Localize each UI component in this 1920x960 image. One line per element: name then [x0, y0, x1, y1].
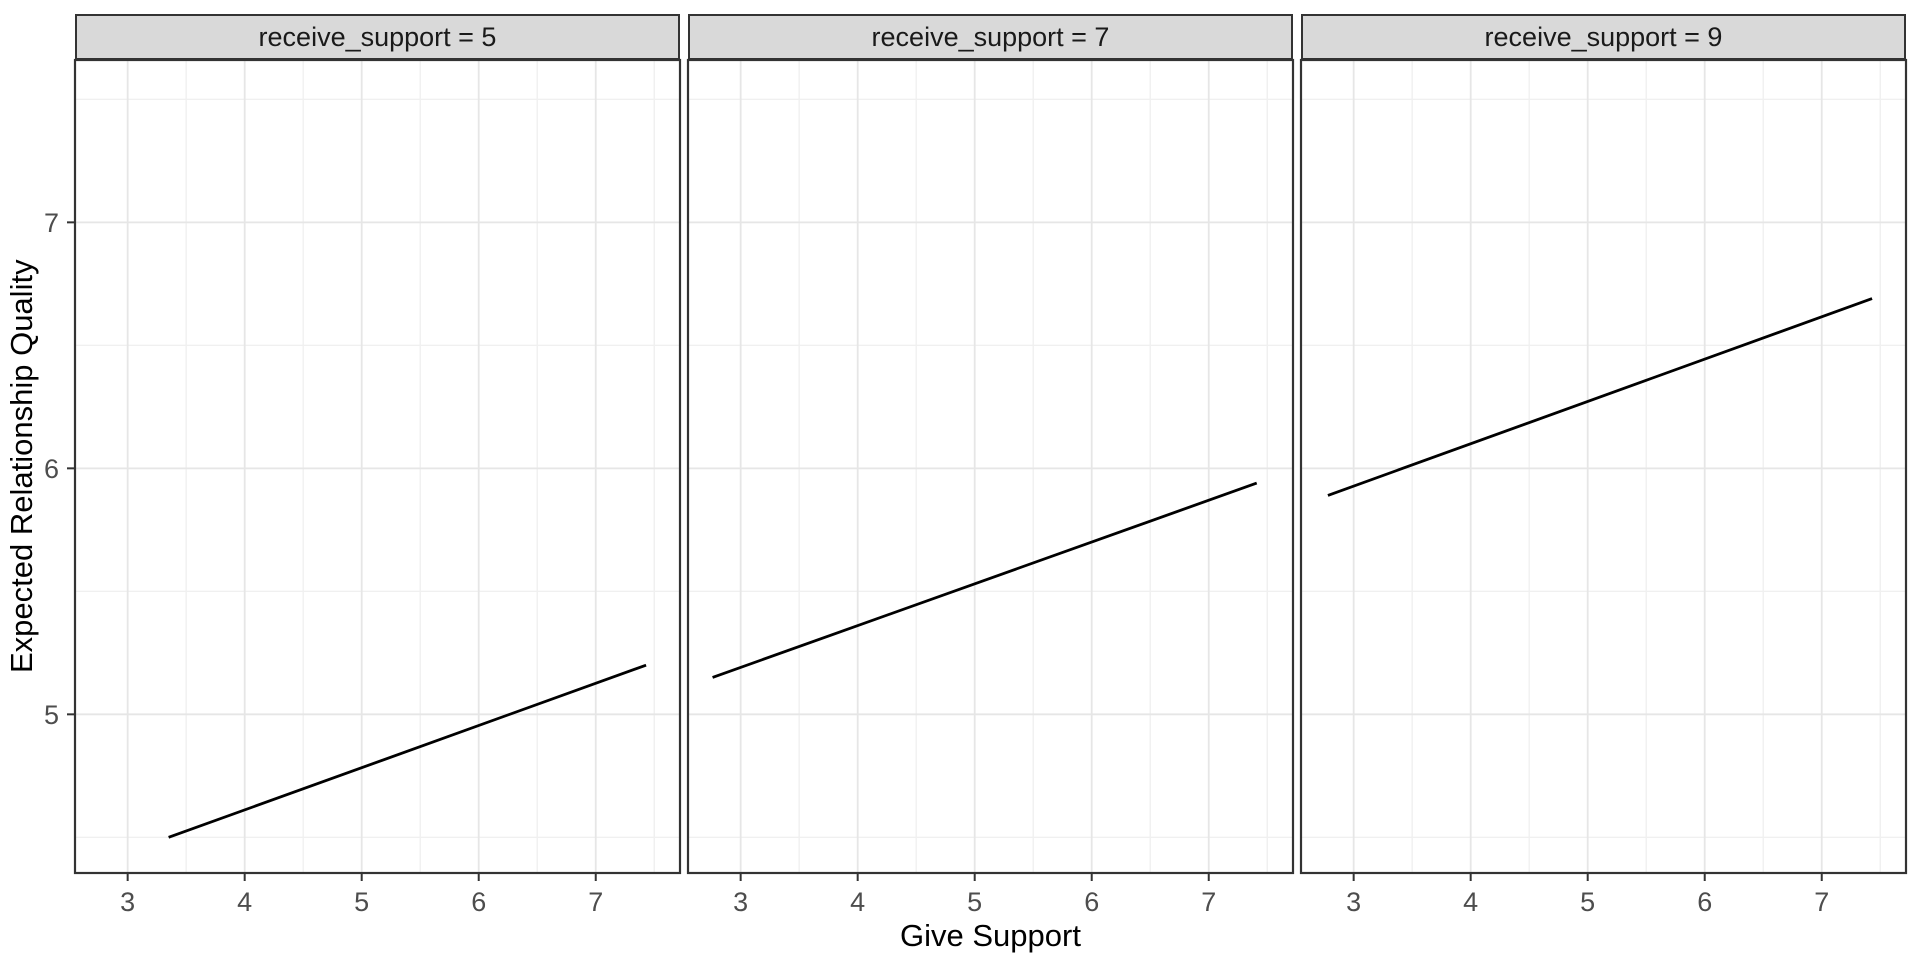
x-tick-label: 4 [237, 887, 252, 917]
panel-border [73, 58, 682, 875]
y-axis-title: Expected Relationship Quality [4, 259, 39, 674]
x-axis-title: Give Support [900, 918, 1081, 953]
regression-line [712, 481, 1258, 679]
x-tick-label: 6 [1697, 887, 1712, 917]
facet-plot-area: 3 4 5 6 7 [1299, 58, 1908, 917]
regression-line [168, 663, 647, 839]
facet-plot-area: 3 4 5 6 7 [686, 58, 1295, 917]
x-tick-label: 5 [1580, 887, 1595, 917]
panel-background [1301, 60, 1906, 873]
x-tick-label: 6 [1084, 887, 1099, 917]
x-tick-label: 6 [471, 887, 486, 917]
x-tick-label: 7 [1201, 887, 1216, 917]
facet-strip: receive_support = 7 [688, 14, 1293, 60]
facet-strip-label: receive_support = 7 [871, 21, 1110, 52]
panel-border [686, 58, 1295, 875]
x-tick-label: 7 [588, 887, 603, 917]
x-tick-label: 3 [1346, 887, 1361, 917]
facet-strip: receive_support = 9 [1301, 14, 1906, 60]
x-tick-label: 7 [1814, 887, 1829, 917]
panel-background [688, 60, 1293, 873]
facet-strip: receive_support = 5 [75, 14, 680, 60]
panel-background [75, 60, 680, 873]
facet-strip-label: receive_support = 9 [1484, 21, 1723, 52]
y-tick-label: 7 [44, 208, 59, 238]
y-tick-label: 5 [44, 700, 59, 730]
y-tick-label: 6 [44, 454, 59, 484]
panel-border [1299, 58, 1908, 875]
x-tick-label: 5 [354, 887, 369, 917]
x-tick-label: 4 [1463, 887, 1478, 917]
x-tick-label: 3 [733, 887, 748, 917]
x-tick-label: 3 [120, 887, 135, 917]
x-tick-label: 5 [967, 887, 982, 917]
facet-plot-area: 3 4 5 6 7 5 6 7 [44, 58, 682, 917]
regression-line [1327, 297, 1873, 497]
x-tick-label: 4 [850, 887, 865, 917]
facet-strip-label: receive_support = 5 [258, 21, 497, 52]
